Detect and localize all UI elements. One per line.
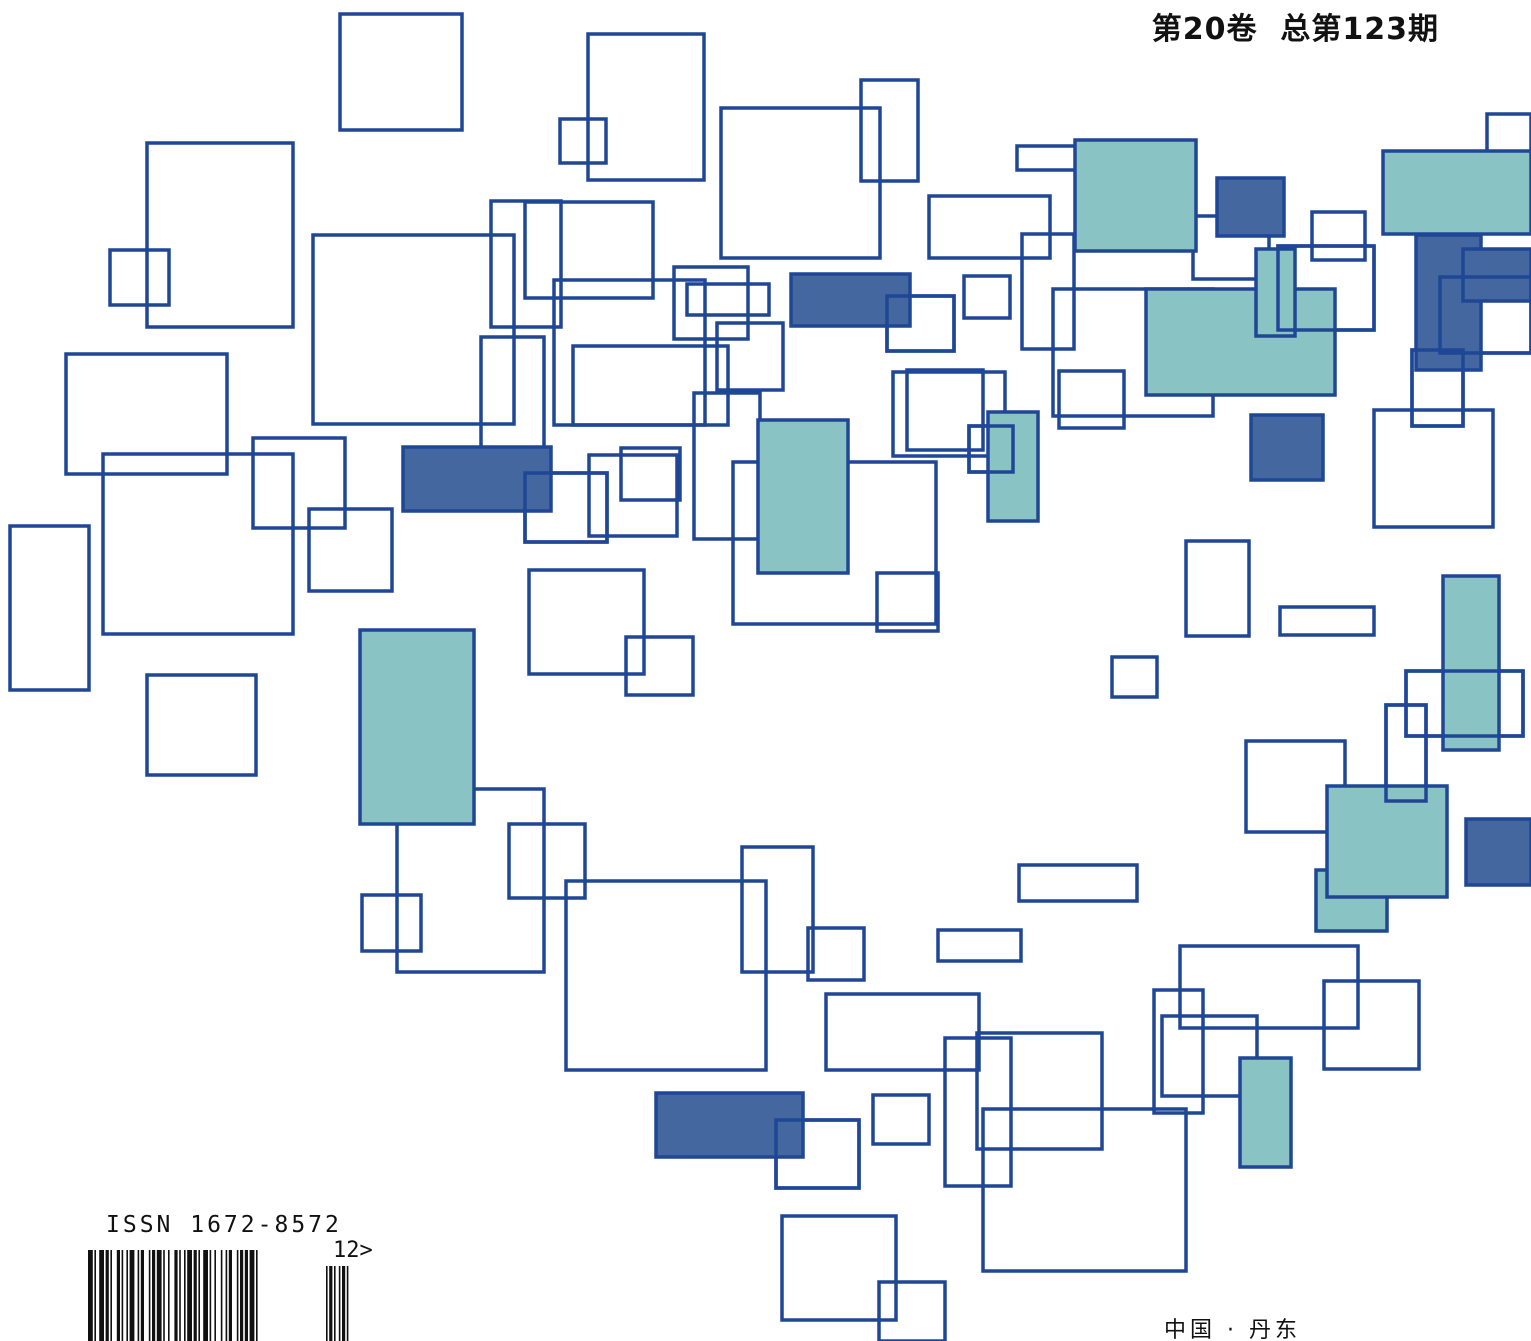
barcode-addon-code: 12> bbox=[333, 1238, 373, 1263]
barcode bbox=[88, 1250, 349, 1341]
volume-issue-label: 第20卷 总第123期 bbox=[1151, 12, 1439, 47]
issn-barcode-block: ISSN 1672-8572 12> bbox=[86, 1212, 386, 1341]
issn-number: ISSN 1672-8572 bbox=[106, 1212, 342, 1238]
publication-place: 中国 · 丹东 bbox=[1164, 1318, 1301, 1341]
